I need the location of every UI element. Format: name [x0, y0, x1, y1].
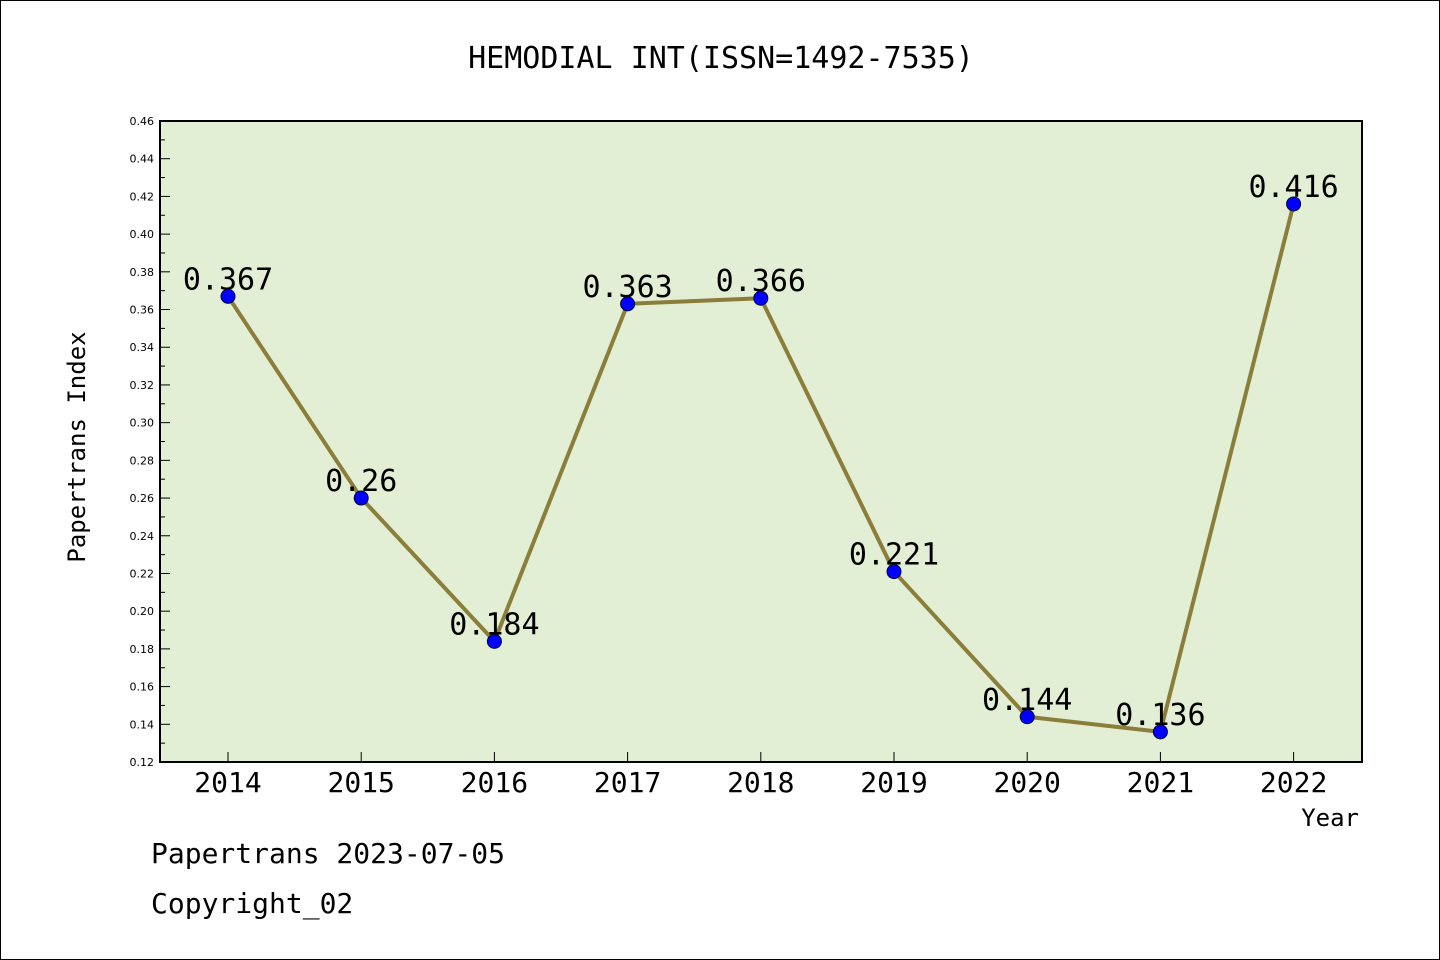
y-tick-label: 0.30	[130, 417, 155, 430]
x-tick-label: 2014	[194, 766, 261, 799]
x-tick-label: 2015	[327, 766, 394, 799]
y-tick-label: 0.18	[130, 643, 155, 656]
footer-copyright: Copyright_02	[151, 887, 354, 920]
y-tick-label: 0.12	[130, 756, 155, 769]
x-axis-label: Year	[1301, 804, 1359, 832]
x-tick-label: 2018	[727, 766, 794, 799]
plot-area	[159, 120, 1363, 763]
data-point	[486, 633, 502, 649]
y-tick-label: 0.40	[130, 228, 155, 241]
y-tick-label: 0.42	[130, 190, 155, 203]
data-point	[1286, 196, 1302, 212]
data-point	[1019, 709, 1035, 725]
data-label: 0.136	[1115, 698, 1205, 733]
data-point	[353, 490, 369, 506]
y-axis-label: Papertrans Index	[63, 331, 91, 562]
y-tick-label: 0.36	[130, 304, 155, 317]
x-tick-label: 2017	[594, 766, 661, 799]
y-tick-label: 0.22	[130, 567, 155, 580]
data-point	[220, 288, 236, 304]
y-tick-label: 0.26	[130, 492, 155, 505]
y-tick-label: 0.32	[130, 379, 155, 392]
data-label: 0.144	[982, 683, 1072, 718]
footer-date: Papertrans 2023-07-05	[151, 837, 506, 870]
chart-title: HEMODIAL INT(ISSN=1492-7535)	[468, 41, 974, 76]
data-point	[620, 296, 636, 312]
data-label: 0.367	[183, 262, 273, 297]
x-tick-label: 2021	[1127, 766, 1194, 799]
y-tick-label: 0.14	[130, 718, 155, 731]
data-label: 0.26	[325, 464, 397, 499]
x-tick-label: 2020	[993, 766, 1060, 799]
series-layer: 0.367 0.26 0.184 0.363 0.366 0.221 0.144 0.136 0…	[183, 170, 1339, 740]
x-tick-label: 2016	[461, 766, 528, 799]
y-tick-label: 0.20	[130, 605, 155, 618]
x-tick-label: 2022	[1260, 766, 1327, 799]
data-label: 0.221	[849, 538, 939, 573]
x-tick-label: 2019	[860, 766, 927, 799]
data-label: 0.184	[449, 607, 539, 642]
y-tick-label: 0.16	[130, 681, 155, 694]
data-point	[1152, 724, 1168, 740]
data-label: 0.363	[582, 270, 672, 305]
data-label: 0.416	[1248, 170, 1338, 205]
y-axis-ticks: 0.12 0.14 0.16 0.18 0.20 0.22 0.24 0.26 0.28 0.30…	[130, 115, 170, 769]
y-tick-label: 0.38	[130, 266, 155, 279]
data-label: 0.366	[716, 264, 806, 299]
y-tick-label: 0.44	[130, 153, 155, 166]
data-point	[753, 290, 769, 306]
y-tick-label: 0.46	[130, 115, 155, 128]
y-tick-label: 0.34	[130, 341, 155, 354]
y-tick-label: 0.28	[130, 454, 155, 467]
y-tick-label: 0.24	[130, 530, 155, 543]
x-axis-ticks: 2014 2015 2016 2017 2018 2019 2020 2021 2022	[194, 752, 1327, 799]
data-point	[886, 564, 902, 580]
